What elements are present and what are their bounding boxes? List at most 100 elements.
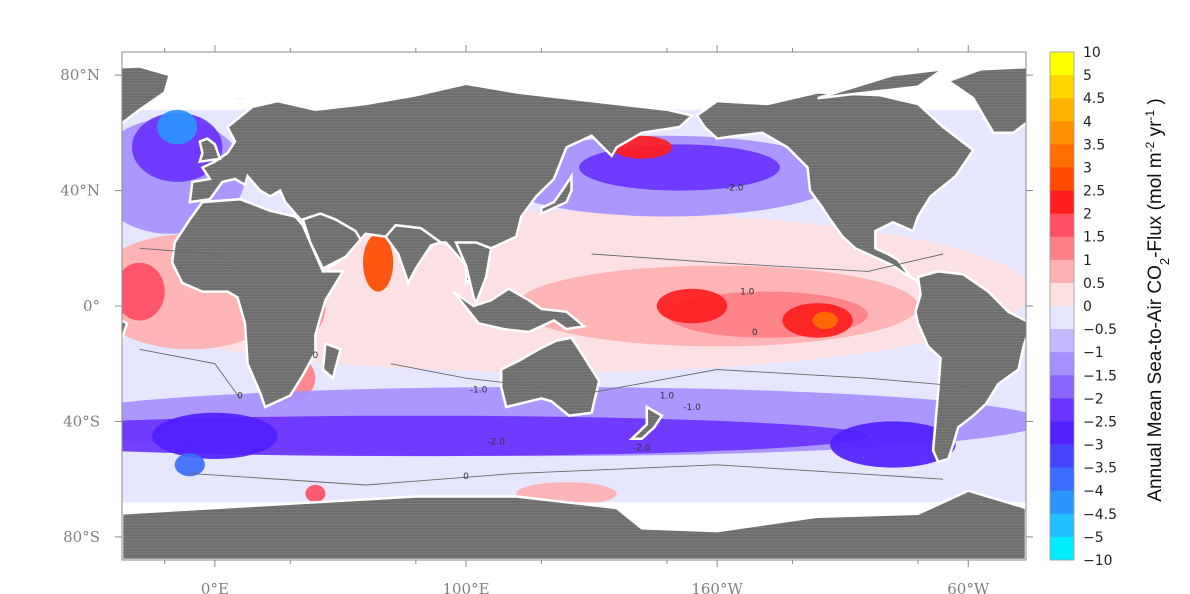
flux-region-ross-pink	[305, 484, 326, 503]
colorbar-swatch	[1050, 213, 1074, 238]
contour-label: -2.0	[633, 443, 651, 453]
colorbar-title-main: Annual Mean Sea-to-Air CO	[1145, 265, 1166, 502]
contour-label: 0	[312, 351, 318, 361]
land-arctic-islands-wrap	[817, 68, 944, 100]
colorbar-title-end: )	[1145, 98, 1166, 110]
colorbar-swatch	[1050, 352, 1074, 376]
contour-label: 1.0	[660, 391, 675, 401]
colorbar-tick-label: −10	[1083, 553, 1113, 569]
land-mask	[0, 65, 1026, 560]
zero-contour	[591, 369, 969, 394]
colorbar-swatch	[1050, 444, 1074, 468]
colorbar-tick-label: −1	[1083, 345, 1104, 361]
zero-contour	[189, 464, 944, 486]
colorbar-tick-label: 2.5	[1083, 184, 1105, 200]
zero-contour	[139, 348, 241, 399]
contour-label: -1.0	[683, 403, 701, 413]
colorbar-swatch	[1050, 375, 1074, 399]
colorbar-title: Annual Mean Sea-to-Air CO2-Flux (mol m-2…	[1143, 98, 1172, 501]
colorbar-swatch	[1050, 282, 1074, 307]
land-madagascar	[321, 341, 342, 381]
colorbar-swatch	[1050, 490, 1074, 515]
colorbar-tick-label: 0.5	[1083, 276, 1105, 292]
flux-region-so-south-atl	[152, 412, 278, 459]
x-tick-label: 0°E	[201, 580, 229, 594]
colorbar-swatch	[1050, 259, 1074, 284]
land-arabia	[301, 212, 363, 271]
zero-contour	[139, 247, 241, 272]
colorbar-swatch	[1050, 121, 1074, 145]
colorbar-tick-label: 1.5	[1083, 230, 1105, 246]
zero-contour	[390, 363, 542, 388]
colorbar-tick-label: 5	[1083, 68, 1092, 84]
land-north-america-wrap	[695, 91, 975, 284]
flux-region-so-se-pac	[830, 421, 956, 468]
land-greenland	[122, 65, 172, 125]
colorbar-tick-label: 3.5	[1083, 137, 1105, 153]
colorbar-tick-label: 2	[1083, 207, 1092, 223]
contour-label: -2.0	[726, 184, 744, 194]
flux-region-wrap-so-se-pac	[0, 421, 52, 467]
colorbar-swatch	[1050, 167, 1074, 191]
colorbar-swatch	[1050, 75, 1074, 99]
map-panel: -2.0 1.0 0 0 -1.0 -2.0 1.0 0 -1.0 -2.0 0	[0, 52, 1026, 560]
colorbar-swatch	[1050, 536, 1074, 561]
contour-lines: -2.0 1.0 0 0 -1.0 -2.0 1.0 0 -1.0 -2.0 0	[139, 184, 969, 486]
colorbar-title-sub: 2	[1157, 258, 1172, 265]
colorbar-tick-label: −1.5	[1083, 368, 1117, 384]
flux-region-eq-pac-max	[812, 311, 838, 330]
colorbar-tick-label: −2.5	[1083, 415, 1117, 431]
colorbar-title-mid: yr	[1145, 120, 1166, 142]
colorbar-tick-label: 3	[1083, 161, 1092, 177]
y-tick-label: 0°	[83, 297, 100, 315]
x-tick-label: 60°W	[947, 580, 990, 594]
zero-contour	[591, 253, 944, 272]
colorbar-tick-label: −3.5	[1083, 461, 1117, 477]
colorbar-frame	[1049, 51, 1075, 561]
land-indonesia	[452, 287, 587, 334]
y-tick-label: 40°N	[60, 182, 100, 200]
x-tick-label: 100°E	[442, 580, 489, 594]
flux-region-east-pac-w-edge	[122, 262, 165, 321]
y-tick-label: 80°N	[60, 66, 100, 84]
flux-region-arabian-sea	[363, 233, 394, 292]
flux-region-n-atlantic-core	[132, 112, 223, 182]
colorbar-title-tail: -Flux (mol m	[1145, 152, 1166, 258]
colorbar-tick-label: −4.5	[1083, 507, 1117, 523]
land-new-zealand	[628, 404, 664, 441]
land-north-america	[0, 92, 69, 283]
colorbar-swatch	[1050, 190, 1074, 214]
flux-region-eq-pac-hot1	[656, 288, 728, 324]
colorbar-tick-label: 0	[1083, 299, 1092, 315]
y-tick-label: 40°S	[63, 412, 100, 430]
colorbar-tick-label: 1	[1083, 253, 1092, 269]
colorbar-tick-label: 4.5	[1083, 91, 1105, 107]
colorbar-swatch	[1050, 236, 1074, 261]
colorbar-swatch	[1050, 467, 1074, 492]
y-tick-label: 80°S	[63, 528, 100, 546]
contour-label: 1.0	[740, 287, 755, 297]
colorbar-title-sup2: -1	[1143, 110, 1157, 121]
colorbar-tick-label: −2	[1083, 391, 1104, 407]
colorbar-swatch	[1050, 144, 1074, 168]
land-antarctica	[122, 489, 1026, 560]
land-japan	[540, 171, 573, 216]
colorbar-swatch	[1050, 52, 1074, 76]
colorbar-swatch	[1050, 513, 1074, 538]
flux-region-labrador	[157, 109, 198, 145]
colorbar-tick-label: 4	[1083, 114, 1092, 130]
colorbar-swatch	[1050, 306, 1074, 330]
contour-label: -2.0	[487, 438, 505, 448]
contour-label: 0	[237, 391, 243, 401]
x-tick-label: 160°W	[691, 580, 743, 594]
land-africa	[170, 197, 346, 409]
flux-region-so-deep	[174, 453, 205, 477]
colorbar-tick-label: −0.5	[1083, 322, 1117, 338]
colorbar-tick-label: 10	[1083, 45, 1101, 61]
colorbar-tick-label: −3	[1083, 438, 1104, 454]
land-se-asia	[454, 241, 493, 307]
colorbar: 10 5 4.5 4 3.5 3 2.5 2 1.5 1 0.5 0 −0.5 −1 −1.5 −2 −2.5 −…	[1049, 45, 1117, 569]
y-axis: 80°N 40°N 0° 40°S 80°S	[60, 66, 1033, 546]
contour-label: 0	[463, 472, 469, 482]
